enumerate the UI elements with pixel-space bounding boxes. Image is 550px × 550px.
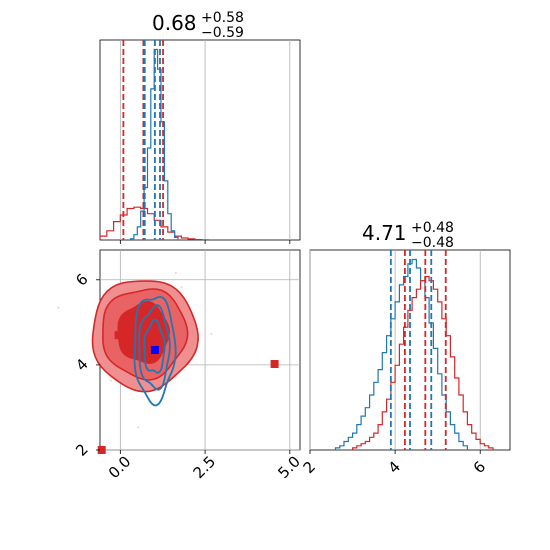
scatter-point [175,376,177,378]
histogram-series [100,206,210,240]
square-marker [114,331,123,340]
scatter-point [137,426,140,429]
y-tick-label: 6 [72,270,91,289]
y-tick-label: 4 [72,355,91,374]
panel-top-left-title-plus: +0.58 [201,10,244,26]
square-marker [270,360,279,368]
scatter-point [180,286,183,288]
panel-top-left-ticks [119,240,291,244]
blue-contour-outer [133,295,177,407]
panel-bottom-left-contours [91,280,199,407]
scatter-point [57,306,60,309]
panel-top-left-frame [99,39,301,241]
scatter-point [109,379,112,382]
scatter-point [175,271,177,274]
panel-top-left-title-minus: −0.59 [201,25,244,41]
panel-bottom-right-title-plus: +0.48 [411,220,454,236]
panel-bottom-left: 0.0 2.5 5.0 2 4 6 [57,249,304,482]
x-tick-label: 4 [385,458,404,477]
panel-bottom-right: 2 4 6 4.71 +0.48 −0.48 [300,220,511,477]
x-tick-label: 2 [300,458,319,477]
square-marker [97,446,106,454]
panel-top-left-grid [119,40,291,240]
blue-contour-middle [138,304,171,391]
histogram-series [352,275,494,450]
x-tick-label: 5.0 [274,452,304,482]
y-tick-label: 2 [72,440,91,459]
panel-bottom-right-quantile-lines [389,250,447,450]
square-marker [150,346,159,354]
panel-bottom-right-title-minus: −0.48 [411,235,454,251]
panel-bottom-right-title-main: 4.71 [362,221,407,245]
x-tick-label: 0.0 [105,452,135,482]
blue-contour-inner [143,318,166,374]
panel-top-left-quantile-lines [122,40,164,240]
x-tick-label: 2.5 [190,452,220,482]
scatter-point [210,333,213,335]
panel-bottom-left-markers [97,331,279,454]
panel-bottom-right-ticks: 2 4 6 [300,450,489,477]
panel-top-left-title-main: 0.68 [152,11,197,35]
panel-bottom-right-grid [309,250,481,450]
x-tick-label: 6 [470,458,489,477]
panel-top-left: 0.68 +0.58 −0.59 [99,10,301,244]
